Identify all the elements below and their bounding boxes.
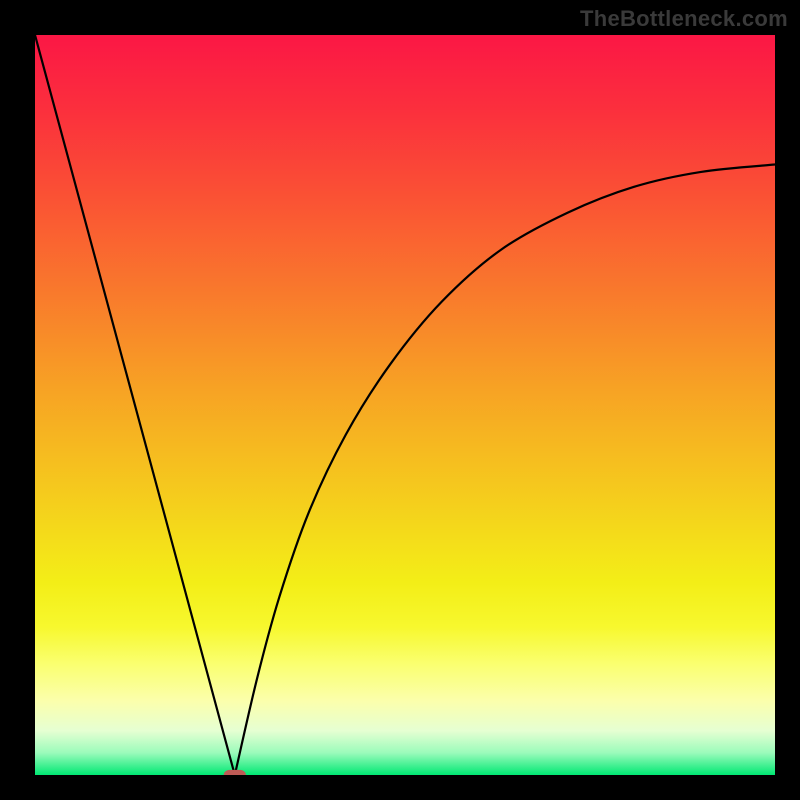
watermark-text: TheBottleneck.com [580, 6, 788, 32]
dip-marker [224, 770, 246, 775]
gradient-background [35, 35, 775, 775]
chart-container: TheBottleneck.com [0, 0, 800, 800]
chart-svg [35, 35, 775, 775]
plot-area [35, 35, 775, 775]
